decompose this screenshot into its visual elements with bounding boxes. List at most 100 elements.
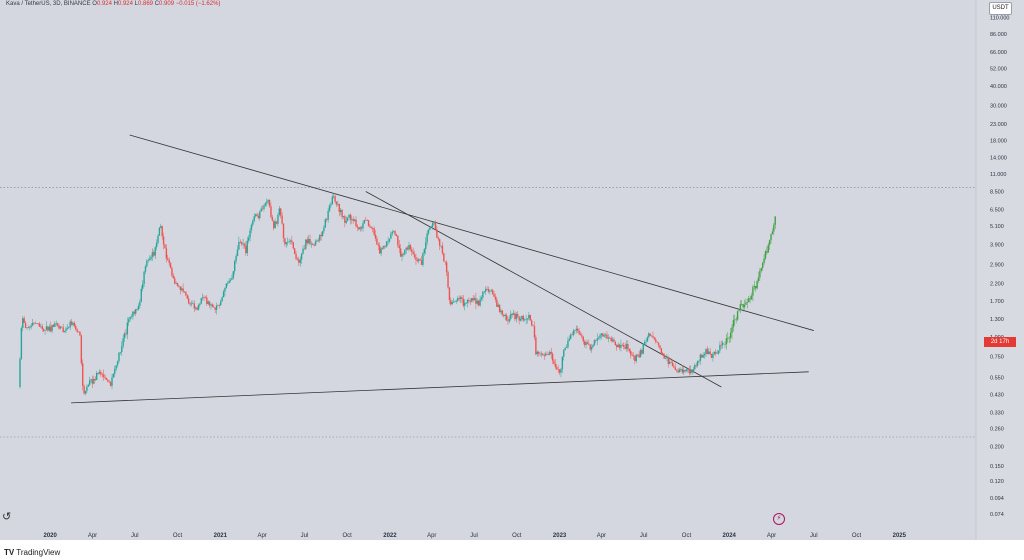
candle-body [558,369,561,373]
price-tick-label: 66.000 [990,50,1007,56]
candle-body [623,345,625,347]
candle-body [728,337,730,339]
candle-body [511,313,513,315]
time-axis[interactable]: 2020 Apr Jul Oct 2021 Apr Jul Oct 2022 Apr Jul Oct 2… [44,533,907,539]
candle-body [462,298,465,306]
candle-body [168,260,170,263]
candle-body [274,221,276,229]
candle-body [289,240,292,242]
candle-body [503,314,505,316]
candle-body [565,347,568,348]
trendline-0[interactable] [129,134,814,331]
candle-body [701,354,703,358]
candle-body [533,326,536,338]
candle-body [90,379,92,381]
price-tick-label: 2.200 [990,281,1004,287]
candle-body [169,262,172,269]
candle-body [302,248,304,254]
candle-body [705,349,707,355]
candle-body [91,379,94,384]
candle-body [706,349,709,354]
candle-body [567,340,569,348]
candle-body [36,323,38,324]
time-tick-label: Jul [810,533,818,539]
candle-body [662,352,664,355]
candle-body [540,353,543,355]
candle-body [175,283,177,284]
candle-body [473,298,476,301]
candle-body [204,297,207,298]
price-tick-label: 0.430 [990,392,1004,398]
candle-body [20,327,23,359]
candle-body [151,252,154,257]
candle-body [41,326,43,330]
candle-body [603,335,605,337]
time-tick-label: Apr [257,533,266,539]
candle-body [217,305,219,306]
tradingview-logo-icon[interactable]: TV TradingView [4,548,61,557]
candle-body [373,228,375,235]
candle-body [682,370,685,373]
candle-body [709,351,711,354]
candle-body [362,223,364,229]
candle-body [123,333,126,339]
candle-body [496,299,498,307]
candle-body [252,220,254,225]
candle-body [264,203,267,206]
high-label: H [113,1,118,7]
candle-body [457,298,459,301]
candle-body [335,201,338,205]
candle-body [694,364,696,370]
candle-body [288,241,290,243]
candle-body [365,220,367,221]
currency-selector[interactable]: USDT [989,2,1012,15]
candle-body [770,234,772,241]
time-tick-label: Jul [640,533,648,539]
candle-body [716,353,718,355]
candle-body [771,231,774,235]
candle-body [576,328,579,331]
price-tick-label: 0.200 [990,445,1004,451]
candle-body [561,356,564,370]
candle-body [88,380,91,385]
candle-body [102,374,105,377]
candle-body [636,354,639,356]
time-tick-label: 2024 [723,533,737,539]
candle-body [638,354,640,358]
goto-realtime-icon[interactable]: ↺ [2,511,12,523]
trendline-2[interactable] [71,371,809,404]
candle-body [712,354,714,358]
candle-body [416,259,419,262]
lightning-icon[interactable]: ⚡ [773,513,785,525]
candle-body [443,253,445,262]
candle-body [326,219,328,220]
close-value: 0.909 [159,1,175,7]
symbol-title: Kava / TetherUS, 3D, BINANCE [6,1,91,7]
candle-body [242,243,244,245]
price-tick-label: 6.500 [990,208,1004,214]
candle-body [535,337,537,355]
time-tick-label: 2020 [44,533,58,539]
candle-body [498,304,501,313]
price-axis[interactable]: 110.000 86.000 66.000 52.000 40.000 30.000 23.… [990,15,1009,518]
candle-body [194,307,197,309]
candle-body [620,344,622,348]
candle-body [79,331,81,336]
candle-body [295,254,297,259]
candle-body [40,326,42,328]
candle-body [250,224,253,231]
candle-body [84,390,87,394]
candle-body [674,367,676,370]
candle-body [585,342,587,346]
candle-body [479,299,481,306]
candle-body [512,313,515,315]
candle-body [514,313,516,320]
candle-body [708,351,710,354]
candle-body [243,243,246,246]
candle-body [105,377,108,380]
candle-body [401,253,403,257]
candle-body [234,261,236,272]
candle-body [146,260,148,267]
